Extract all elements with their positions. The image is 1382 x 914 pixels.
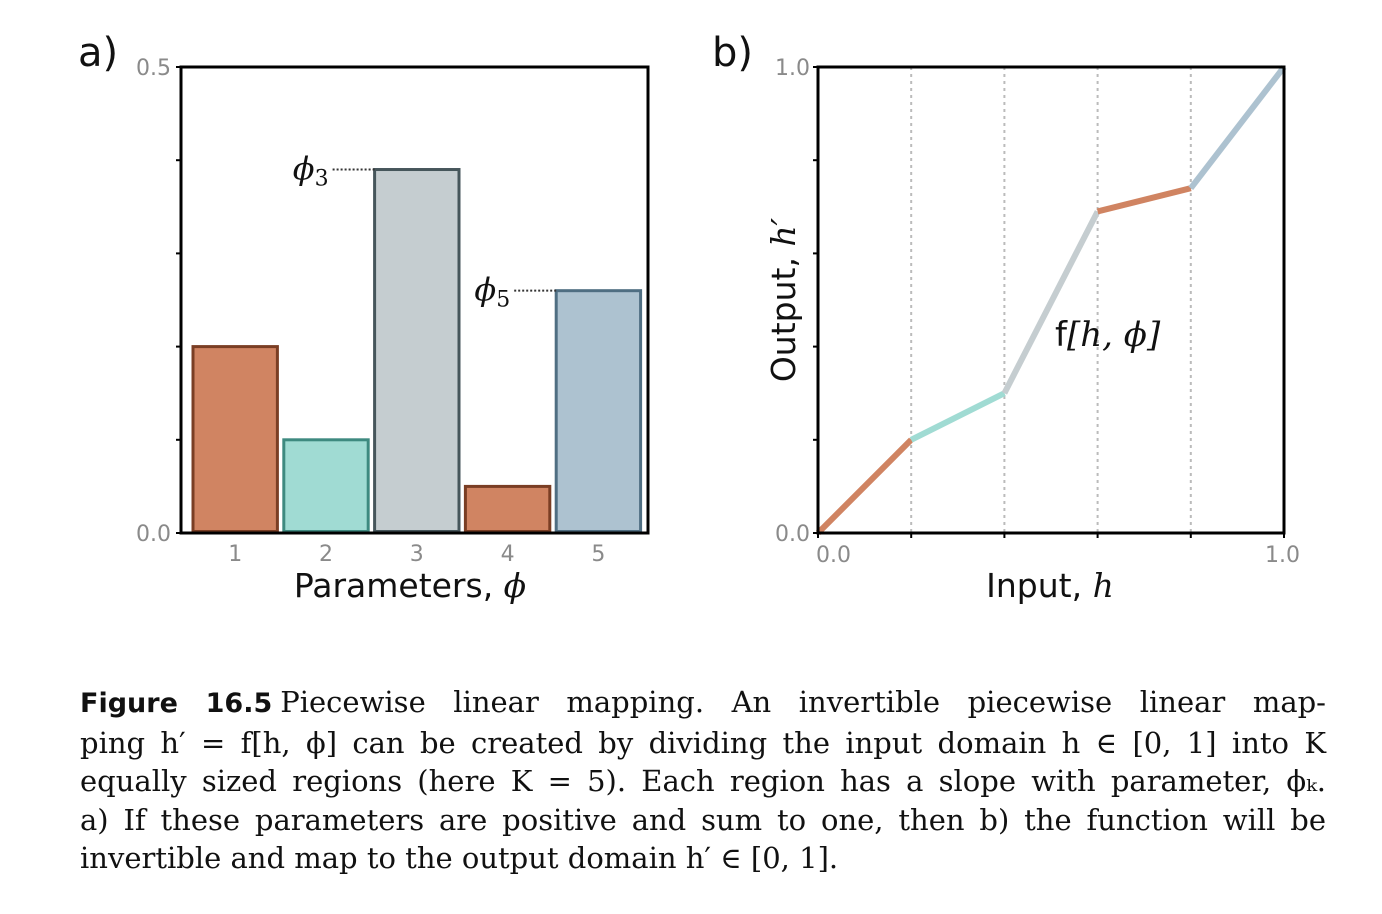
panel-b-xlabel: Input, h bbox=[986, 566, 1114, 605]
annotation-phi-5: ϕ5 bbox=[474, 271, 510, 313]
panel-b-ylabel: Output, h′ bbox=[764, 217, 803, 382]
line-segment-3 bbox=[1001, 210, 1101, 395]
x-tick-label: 2 bbox=[319, 542, 333, 567]
caption-line-2: ping h′ = f[h, ϕ] can be created by divi… bbox=[80, 725, 1326, 760]
caption-line-1: Figure 16.5 Piecewise linear mapping. An … bbox=[80, 685, 1326, 719]
y-tick-label: 0.0 bbox=[136, 522, 171, 547]
bar-3 bbox=[373, 168, 461, 534]
panel-b-frame bbox=[816, 65, 1286, 535]
x-tick-label: 0.0 bbox=[816, 543, 851, 568]
phi-symbol: ϕ bbox=[504, 566, 527, 605]
panel-a-bar-chart: a) ϕ3 ϕ5 0.0 0.5 1 2 3 4 5 Parameters, ϕ bbox=[78, 30, 650, 605]
x-tick-label: 5 bbox=[591, 542, 605, 567]
figure-caption: Figure 16.5 Piecewise linear mapping. An … bbox=[80, 683, 1326, 878]
panel-a-label: a) bbox=[78, 30, 118, 76]
figure: a) ϕ3 ϕ5 0.0 0.5 1 2 3 4 5 Parameters, ϕ b) 0.… bbox=[78, 30, 1300, 605]
figure-number: Figure 16.5 bbox=[80, 688, 273, 719]
bar-2 bbox=[282, 438, 370, 533]
x-tick-label: 3 bbox=[410, 542, 424, 567]
line-segment-5 bbox=[1188, 65, 1287, 190]
line-segment-1 bbox=[815, 437, 914, 536]
line-segment-4 bbox=[1096, 185, 1192, 215]
panel-b-label: b) bbox=[712, 30, 753, 76]
x-tick-label: 1.0 bbox=[1265, 543, 1300, 568]
line-segment-2 bbox=[909, 390, 1006, 443]
caption-line-3: equally sized regions (here K = 5). Each… bbox=[80, 764, 1326, 798]
x-tick-label: 1 bbox=[228, 542, 242, 567]
y-tick-label: 0.0 bbox=[775, 522, 810, 547]
panel-b-annotation: f[h, ϕ] bbox=[1055, 315, 1161, 355]
caption-line-5: invertible and map to the output domain … bbox=[80, 841, 839, 875]
y-tick-label: 1.0 bbox=[775, 56, 810, 81]
panel-a-frame bbox=[179, 65, 650, 535]
bar-1 bbox=[191, 345, 279, 533]
panel-a-xlabel: Parameters, ϕ bbox=[294, 566, 526, 605]
panel-b-line-chart: b) 0.0 1.0 0.0 1.0 f[h, ϕ] Input, h Output,… bbox=[712, 30, 1300, 605]
bar-4 bbox=[463, 484, 552, 533]
y-tick-label: 0.5 bbox=[136, 56, 171, 81]
annotation-phi-3: ϕ3 bbox=[293, 150, 329, 192]
caption-line-4: a) If these parameters are positive and … bbox=[80, 802, 1326, 837]
x-tick-label: 4 bbox=[501, 542, 515, 567]
bar-5 bbox=[554, 289, 643, 533]
